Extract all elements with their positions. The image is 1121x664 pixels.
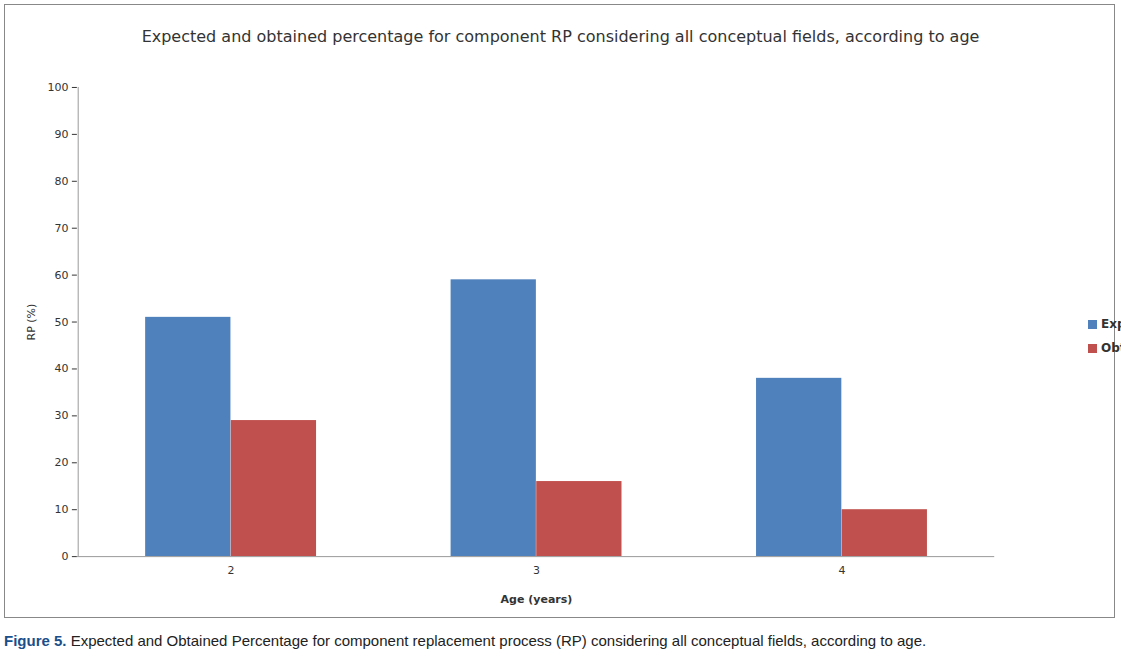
svg-text:100: 100 (47, 81, 68, 94)
svg-text:2: 2 (228, 564, 235, 577)
svg-text:0: 0 (61, 550, 68, 563)
svg-text:RP (%): RP (%) (25, 304, 38, 341)
svg-text:3: 3 (533, 564, 540, 577)
svg-text:60: 60 (54, 269, 68, 282)
svg-text:30: 30 (54, 409, 68, 422)
html-text:Figure 5. Expected and Obtaine: Figure 5. Expected and Obtained Percenta… (4, 632, 927, 649)
html-text:Age (years): Age (years) (500, 593, 573, 606)
svg-text:10: 10 (54, 503, 68, 516)
svg-text:90: 90 (54, 128, 68, 141)
svg-text:20: 20 (54, 456, 68, 469)
html-text:Expected and obtained percenta: Expected and obtained percentage for com… (141, 27, 980, 46)
svg-text:80: 80 (54, 175, 68, 188)
svg-text:4: 4 (838, 564, 845, 577)
svg-text:50: 50 (54, 316, 68, 329)
svg-text:40: 40 (54, 362, 68, 375)
svg-text:70: 70 (54, 222, 68, 235)
